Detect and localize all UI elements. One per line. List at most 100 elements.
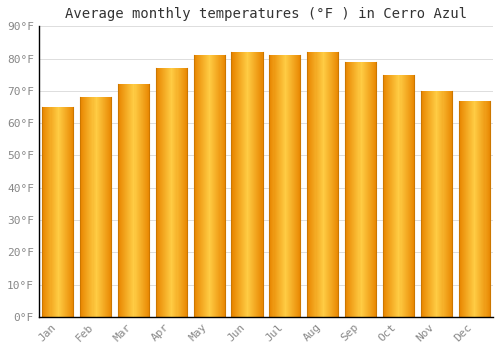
Bar bbox=[98, 97, 100, 317]
Bar bbox=[90, 97, 92, 317]
Bar bbox=[163, 68, 164, 317]
Bar bbox=[128, 84, 130, 317]
Bar bbox=[290, 55, 291, 317]
Bar bbox=[172, 68, 174, 317]
Bar bbox=[107, 97, 108, 317]
Bar bbox=[332, 52, 333, 317]
Bar bbox=[329, 52, 330, 317]
Bar bbox=[291, 55, 292, 317]
Bar bbox=[384, 75, 385, 317]
Bar bbox=[478, 100, 480, 317]
Bar bbox=[292, 55, 293, 317]
Bar bbox=[203, 55, 204, 317]
Bar bbox=[429, 91, 430, 317]
Bar bbox=[385, 75, 386, 317]
Bar bbox=[371, 62, 372, 317]
Bar bbox=[336, 52, 337, 317]
Bar bbox=[470, 100, 471, 317]
Bar bbox=[56, 107, 58, 317]
Bar bbox=[134, 84, 136, 317]
Bar bbox=[476, 100, 477, 317]
Bar bbox=[409, 75, 410, 317]
Bar bbox=[232, 52, 234, 317]
Bar bbox=[388, 75, 389, 317]
Bar bbox=[335, 52, 336, 317]
Bar bbox=[314, 52, 316, 317]
Bar bbox=[424, 91, 425, 317]
Bar bbox=[100, 97, 101, 317]
Bar bbox=[110, 97, 111, 317]
Bar bbox=[63, 107, 64, 317]
Bar bbox=[318, 52, 320, 317]
Bar bbox=[242, 52, 243, 317]
Bar bbox=[334, 52, 335, 317]
Bar bbox=[164, 68, 165, 317]
Bar bbox=[158, 68, 159, 317]
Bar bbox=[475, 100, 476, 317]
Bar bbox=[127, 84, 128, 317]
Bar bbox=[199, 55, 200, 317]
Bar bbox=[186, 68, 187, 317]
Bar bbox=[326, 52, 327, 317]
Bar bbox=[458, 100, 460, 317]
Bar bbox=[289, 55, 290, 317]
Bar bbox=[312, 52, 314, 317]
Bar bbox=[451, 91, 452, 317]
Bar bbox=[393, 75, 394, 317]
Bar bbox=[234, 52, 236, 317]
Bar bbox=[373, 62, 374, 317]
Bar bbox=[432, 91, 433, 317]
Bar bbox=[364, 62, 366, 317]
Bar bbox=[126, 84, 127, 317]
Bar bbox=[367, 62, 368, 317]
Bar bbox=[240, 52, 241, 317]
Bar bbox=[119, 84, 120, 317]
Bar bbox=[374, 62, 375, 317]
Bar bbox=[247, 52, 248, 317]
Bar bbox=[146, 84, 147, 317]
Bar bbox=[285, 55, 286, 317]
Bar bbox=[248, 52, 249, 317]
Bar bbox=[72, 107, 74, 317]
Bar bbox=[176, 68, 178, 317]
Bar bbox=[220, 55, 222, 317]
Bar bbox=[65, 107, 66, 317]
Bar bbox=[484, 100, 486, 317]
Bar bbox=[360, 62, 362, 317]
Bar bbox=[392, 75, 393, 317]
Bar bbox=[207, 55, 208, 317]
Bar bbox=[122, 84, 123, 317]
Bar bbox=[426, 91, 427, 317]
Bar bbox=[324, 52, 325, 317]
Bar bbox=[444, 91, 446, 317]
Bar bbox=[104, 97, 105, 317]
Bar bbox=[413, 75, 414, 317]
Bar bbox=[254, 52, 256, 317]
Bar bbox=[411, 75, 412, 317]
Bar bbox=[256, 52, 258, 317]
Bar bbox=[46, 107, 48, 317]
Bar bbox=[333, 52, 334, 317]
Bar bbox=[106, 97, 107, 317]
Bar bbox=[103, 97, 104, 317]
Bar bbox=[121, 84, 122, 317]
Bar bbox=[362, 62, 364, 317]
Bar bbox=[462, 100, 464, 317]
Bar bbox=[383, 75, 384, 317]
Bar bbox=[71, 107, 72, 317]
Bar bbox=[482, 100, 484, 317]
Bar bbox=[423, 91, 424, 317]
Bar bbox=[287, 55, 288, 317]
Bar bbox=[349, 62, 350, 317]
Bar bbox=[468, 100, 469, 317]
Bar bbox=[288, 55, 289, 317]
Bar bbox=[467, 100, 468, 317]
Bar bbox=[402, 75, 404, 317]
Bar bbox=[440, 91, 442, 317]
Bar bbox=[201, 55, 202, 317]
Bar bbox=[88, 97, 90, 317]
Bar bbox=[252, 52, 253, 317]
Bar bbox=[350, 62, 352, 317]
Bar bbox=[282, 55, 283, 317]
Bar bbox=[328, 52, 329, 317]
